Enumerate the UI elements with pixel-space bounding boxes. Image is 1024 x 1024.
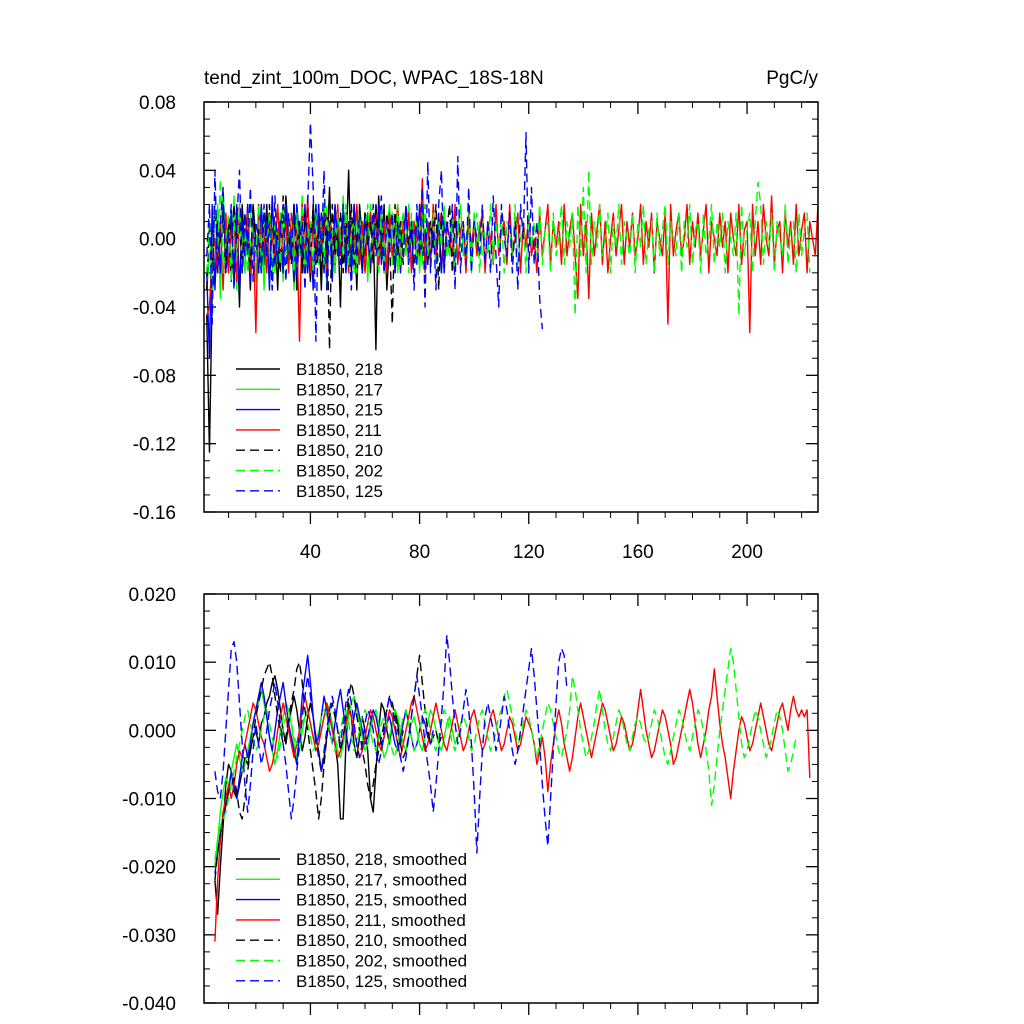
units-label: PgC/y [766,68,818,89]
x-tick-label: 200 [731,542,763,563]
y-tick-label: 0.020 [128,585,176,606]
legend-label: B1850, 202 [296,462,383,481]
series-line [214,668,811,942]
legend-label: B1850, 218 [296,360,383,379]
legend-label: B1850, 217 [296,380,383,399]
y-tick-label: 0.000 [128,721,176,742]
series-line [214,647,797,860]
legend-label: B1850, 210 [296,441,383,460]
series-line [214,654,443,881]
legend-label: B1850, 125 [296,482,383,501]
x-tick-label: 40 [300,542,321,563]
y-tick-label: -0.010 [122,790,176,811]
legend-label: B1850, 211, smoothed [296,911,466,930]
top-panel: tend_zint_100m_DOC, WPAC_18S-18N PgC/y -… [133,68,819,563]
legend-label: B1850, 215, smoothed [296,891,467,910]
y-tick-label: -0.16 [133,503,176,524]
legend-label: B1850, 202, smoothed [296,952,467,971]
series-line [206,178,818,342]
y-tick-label: 0.08 [139,93,176,114]
legend-label: B1850, 218, smoothed [296,850,467,869]
legend-label: B1850, 211 [296,421,382,440]
y-tick-label: -0.08 [133,366,176,387]
series-line [206,121,544,342]
y-tick-label: -0.040 [122,994,176,1015]
y-tick-label: 0.00 [139,230,176,251]
legend-label: B1850, 125, smoothed [296,972,467,991]
plot-frame [203,593,819,1004]
y-tick-label: 0.04 [139,161,176,182]
y-tick-label: -0.030 [122,926,176,947]
y-tick-label: -0.12 [133,435,176,456]
legend-label: B1850, 217, smoothed [296,870,467,889]
y-tick-label: 0.010 [128,653,176,674]
legend-label: B1850, 215 [296,401,383,420]
bottom-panel: -0.040-0.030-0.020-0.0100.0000.0100.020 … [122,585,819,1015]
y-tick-label: -0.020 [122,858,176,879]
x-tick-label: 80 [409,542,430,563]
legend-label: B1850, 210, smoothed [296,931,467,950]
x-tick-label: 120 [513,542,545,563]
y-tick-label: -0.04 [133,298,177,319]
x-tick-label: 160 [622,542,654,563]
series-line [214,634,568,854]
plot-frame [203,101,819,513]
panel-title: tend_zint_100m_DOC, WPAC_18S-18N [204,68,544,89]
